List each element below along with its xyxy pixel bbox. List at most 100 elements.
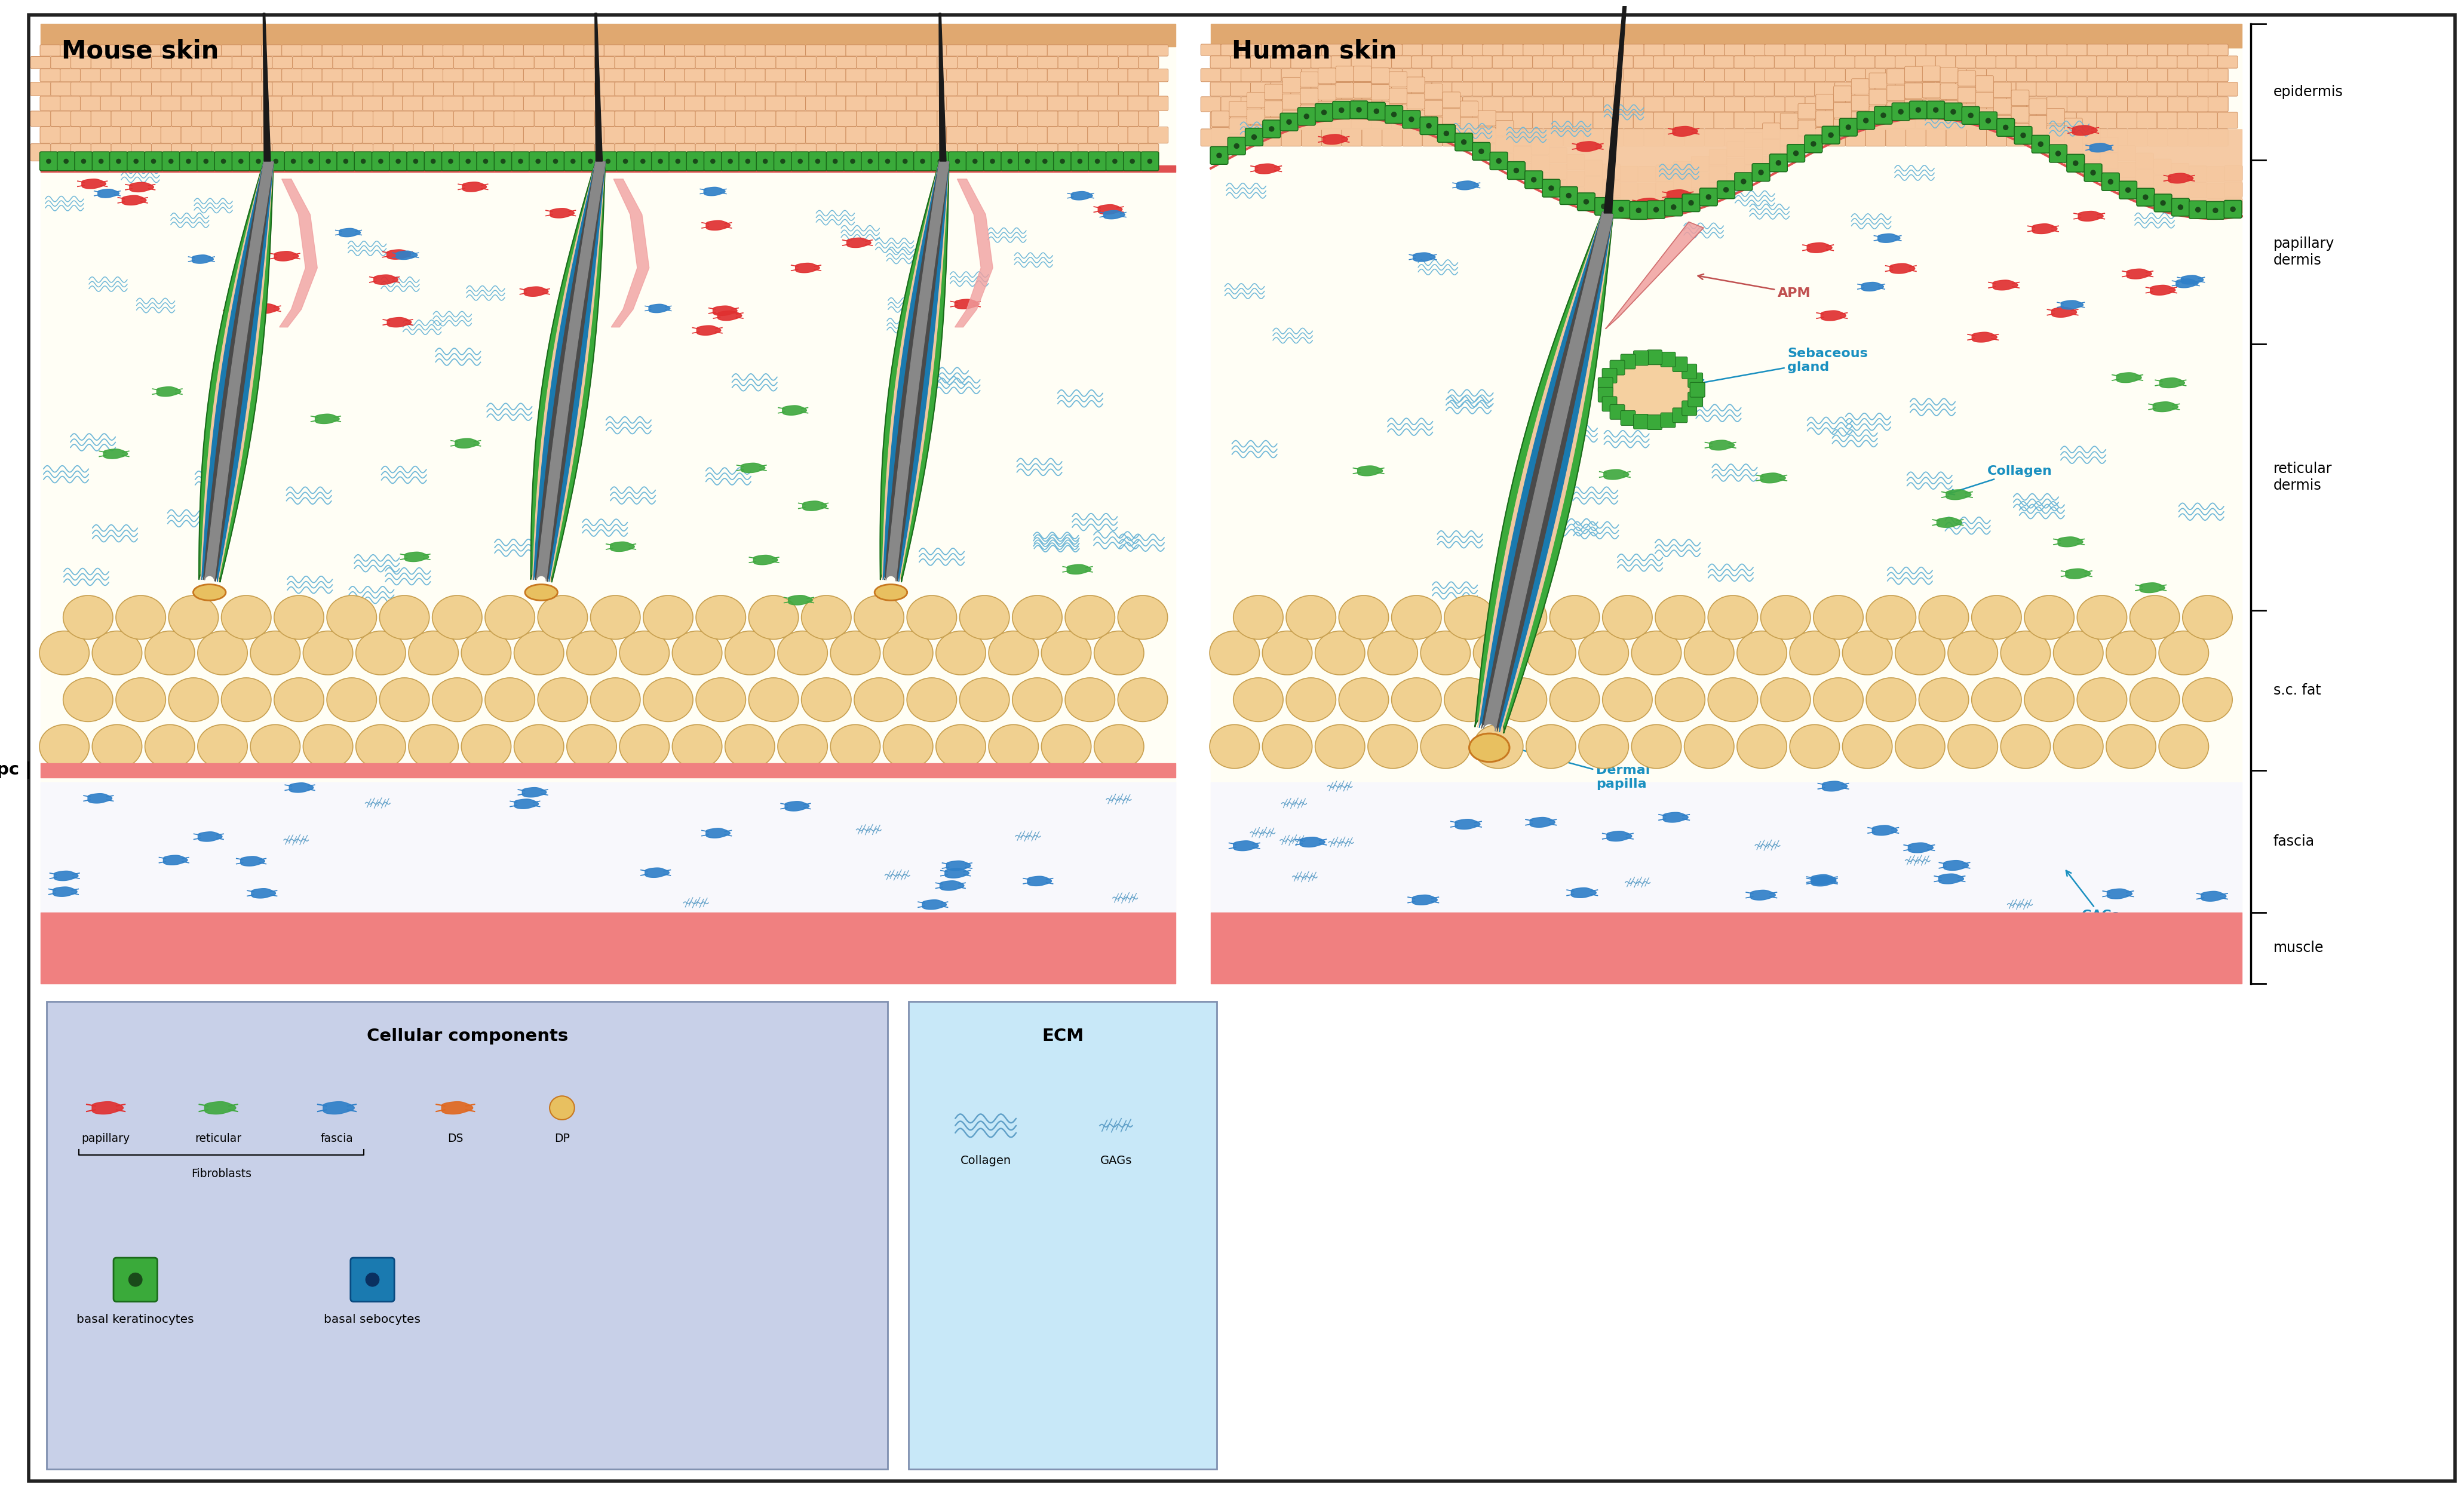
FancyBboxPatch shape [1594,197,1611,215]
Polygon shape [264,13,271,162]
FancyBboxPatch shape [1491,153,1508,171]
Ellipse shape [2178,205,2183,209]
FancyBboxPatch shape [998,144,1018,162]
FancyBboxPatch shape [150,57,172,69]
FancyBboxPatch shape [39,151,57,171]
FancyBboxPatch shape [2016,55,2035,69]
FancyBboxPatch shape [1037,144,1057,162]
FancyBboxPatch shape [2218,82,2237,96]
Ellipse shape [308,159,313,163]
FancyBboxPatch shape [39,96,59,111]
FancyBboxPatch shape [1976,82,1996,96]
Text: epidermis: epidermis [2274,85,2343,99]
FancyBboxPatch shape [1634,350,1648,365]
FancyBboxPatch shape [283,151,303,171]
Ellipse shape [379,678,429,721]
Ellipse shape [1064,678,1114,721]
FancyBboxPatch shape [2035,112,2057,129]
Ellipse shape [1740,178,1747,184]
FancyBboxPatch shape [131,144,150,162]
FancyBboxPatch shape [2107,69,2126,82]
Ellipse shape [1392,595,1441,639]
Ellipse shape [2003,124,2008,130]
FancyBboxPatch shape [2198,55,2218,69]
Ellipse shape [958,678,1010,721]
FancyBboxPatch shape [1850,79,1870,94]
Ellipse shape [1372,108,1380,114]
FancyBboxPatch shape [1656,165,1673,180]
FancyBboxPatch shape [372,144,394,162]
FancyBboxPatch shape [2087,45,2107,55]
FancyBboxPatch shape [407,151,424,171]
FancyBboxPatch shape [1826,45,1846,55]
FancyBboxPatch shape [1508,162,1525,180]
Polygon shape [784,405,806,416]
FancyBboxPatch shape [1262,69,1281,82]
Polygon shape [611,180,648,328]
FancyBboxPatch shape [1836,55,1855,69]
FancyBboxPatch shape [1905,100,1922,115]
FancyBboxPatch shape [1986,129,2006,147]
FancyBboxPatch shape [2077,112,2097,129]
FancyBboxPatch shape [232,82,251,96]
FancyBboxPatch shape [1673,178,1690,193]
Ellipse shape [1094,631,1143,675]
FancyBboxPatch shape [434,57,453,69]
FancyBboxPatch shape [1392,112,1412,129]
FancyBboxPatch shape [796,57,816,69]
FancyBboxPatch shape [1705,45,1725,55]
Polygon shape [1476,212,1614,733]
Ellipse shape [239,159,244,163]
FancyBboxPatch shape [1794,112,1814,129]
FancyBboxPatch shape [1067,45,1087,57]
Ellipse shape [537,595,586,639]
Ellipse shape [727,159,732,163]
FancyBboxPatch shape [1262,45,1281,55]
Ellipse shape [1636,208,1641,214]
Ellipse shape [1949,724,1998,769]
Polygon shape [707,220,729,230]
FancyBboxPatch shape [323,96,342,111]
FancyBboxPatch shape [1915,55,1937,69]
FancyBboxPatch shape [261,69,281,82]
FancyBboxPatch shape [2119,162,2136,178]
FancyBboxPatch shape [1513,130,1533,145]
FancyBboxPatch shape [1318,102,1335,117]
FancyBboxPatch shape [382,45,402,57]
FancyBboxPatch shape [1513,147,1533,162]
FancyBboxPatch shape [1109,69,1129,82]
FancyBboxPatch shape [2035,55,2057,69]
FancyBboxPatch shape [1432,112,1451,129]
FancyBboxPatch shape [1725,97,1745,112]
FancyBboxPatch shape [1513,82,1533,96]
FancyBboxPatch shape [2225,200,2242,218]
FancyBboxPatch shape [636,144,655,162]
FancyBboxPatch shape [808,151,825,171]
Polygon shape [535,160,606,582]
Ellipse shape [1210,631,1259,675]
FancyBboxPatch shape [74,151,94,171]
FancyBboxPatch shape [1210,55,1230,69]
Ellipse shape [1685,724,1735,769]
FancyBboxPatch shape [1937,112,1956,129]
FancyBboxPatch shape [917,57,936,69]
Ellipse shape [291,159,296,163]
FancyBboxPatch shape [1099,82,1119,96]
FancyBboxPatch shape [2117,112,2136,129]
FancyBboxPatch shape [402,69,424,82]
Polygon shape [887,160,949,580]
FancyBboxPatch shape [1826,129,1846,147]
FancyBboxPatch shape [1343,45,1363,55]
FancyBboxPatch shape [493,111,515,126]
Ellipse shape [1210,724,1259,769]
Text: reticular: reticular [195,1132,241,1144]
FancyBboxPatch shape [1915,82,1937,96]
FancyBboxPatch shape [545,69,564,82]
FancyBboxPatch shape [1895,112,1915,129]
FancyBboxPatch shape [1560,187,1577,205]
FancyBboxPatch shape [806,127,825,144]
Ellipse shape [91,724,143,769]
FancyBboxPatch shape [946,127,966,144]
FancyBboxPatch shape [1685,97,1705,112]
FancyBboxPatch shape [614,57,636,69]
